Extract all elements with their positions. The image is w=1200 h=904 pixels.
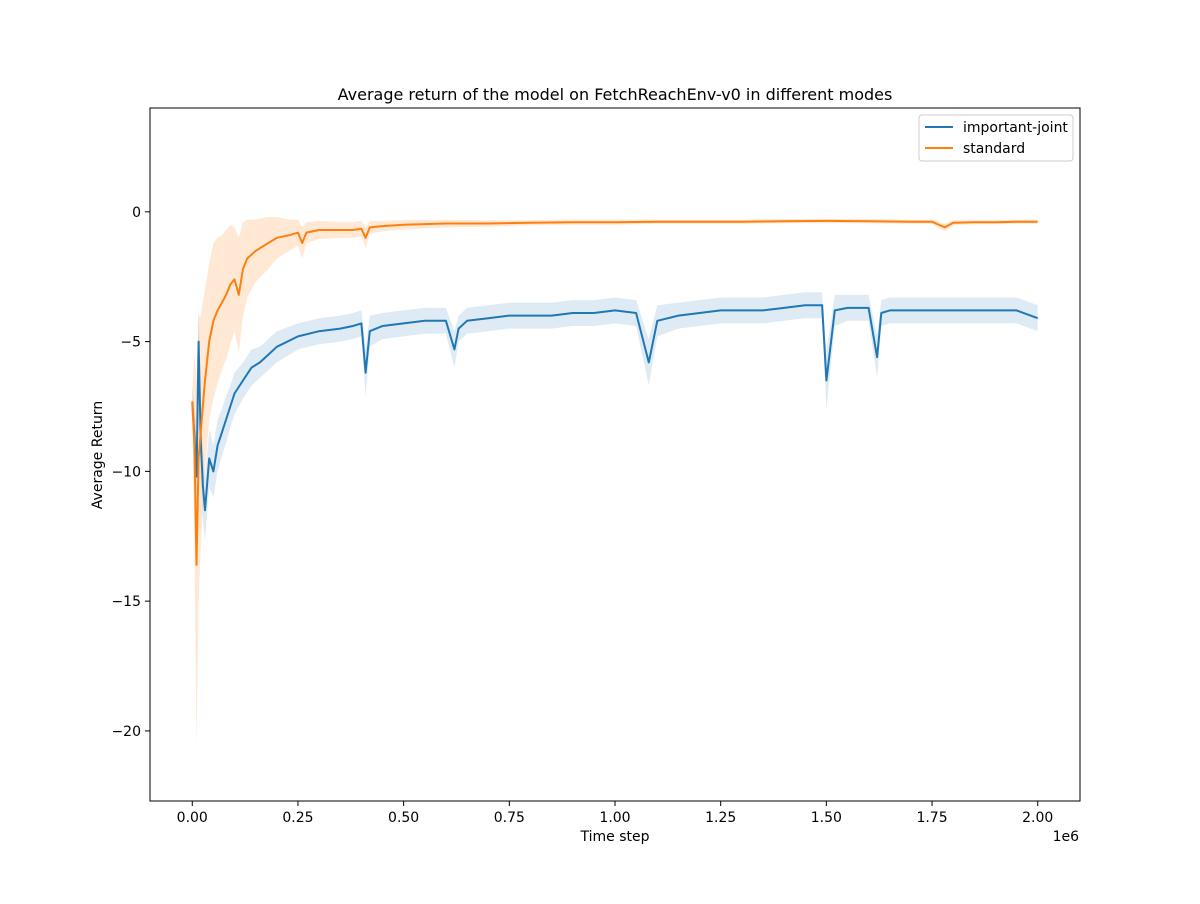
y-tick-label: −10 [111, 464, 141, 480]
y-axis-label: Average Return [90, 401, 106, 509]
series-line-standard [191, 219, 1038, 566]
x-tick-label: 0.75 [494, 810, 525, 826]
x-tick-label: 0.00 [177, 810, 208, 826]
y-tick-label: 0 [132, 205, 141, 221]
y-axis-ticks: 0 −5 −10 −15 −20 [111, 205, 150, 740]
series-lines [191, 219, 1039, 566]
chart-title: Average return of the model on FetchReac… [338, 85, 893, 104]
x-axis-label: Time step [580, 829, 650, 845]
series-line-important-joint [191, 304, 1039, 512]
x-axis-ticks: 0.00 0.25 0.50 0.75 1.00 1.25 1.50 1.75 2.00 [177, 801, 1053, 826]
legend-box [918, 114, 1074, 162]
x-tick-label: 1.25 [705, 810, 736, 826]
x-tick-label: 0.50 [388, 810, 419, 826]
y-tick-label: −5 [120, 335, 141, 351]
x-tick-label: 0.25 [282, 810, 313, 826]
x-tick-label: 1.00 [599, 810, 630, 826]
confidence-bands [192, 217, 1038, 747]
x-tick-label: 2.00 [1022, 810, 1053, 826]
legend-entry-label: important-joint [963, 120, 1068, 136]
y-tick-label: −20 [111, 724, 141, 740]
y-tick-label: −15 [111, 594, 141, 610]
x-tick-label: 1.50 [811, 810, 842, 826]
band-important-joint [192, 292, 1038, 542]
x-tick-label: 1.75 [916, 810, 947, 826]
legend: important-joint standard [918, 114, 1074, 162]
legend-entry-label: standard [963, 141, 1025, 157]
x-axis-offset-label: 1e6 [1053, 829, 1080, 845]
